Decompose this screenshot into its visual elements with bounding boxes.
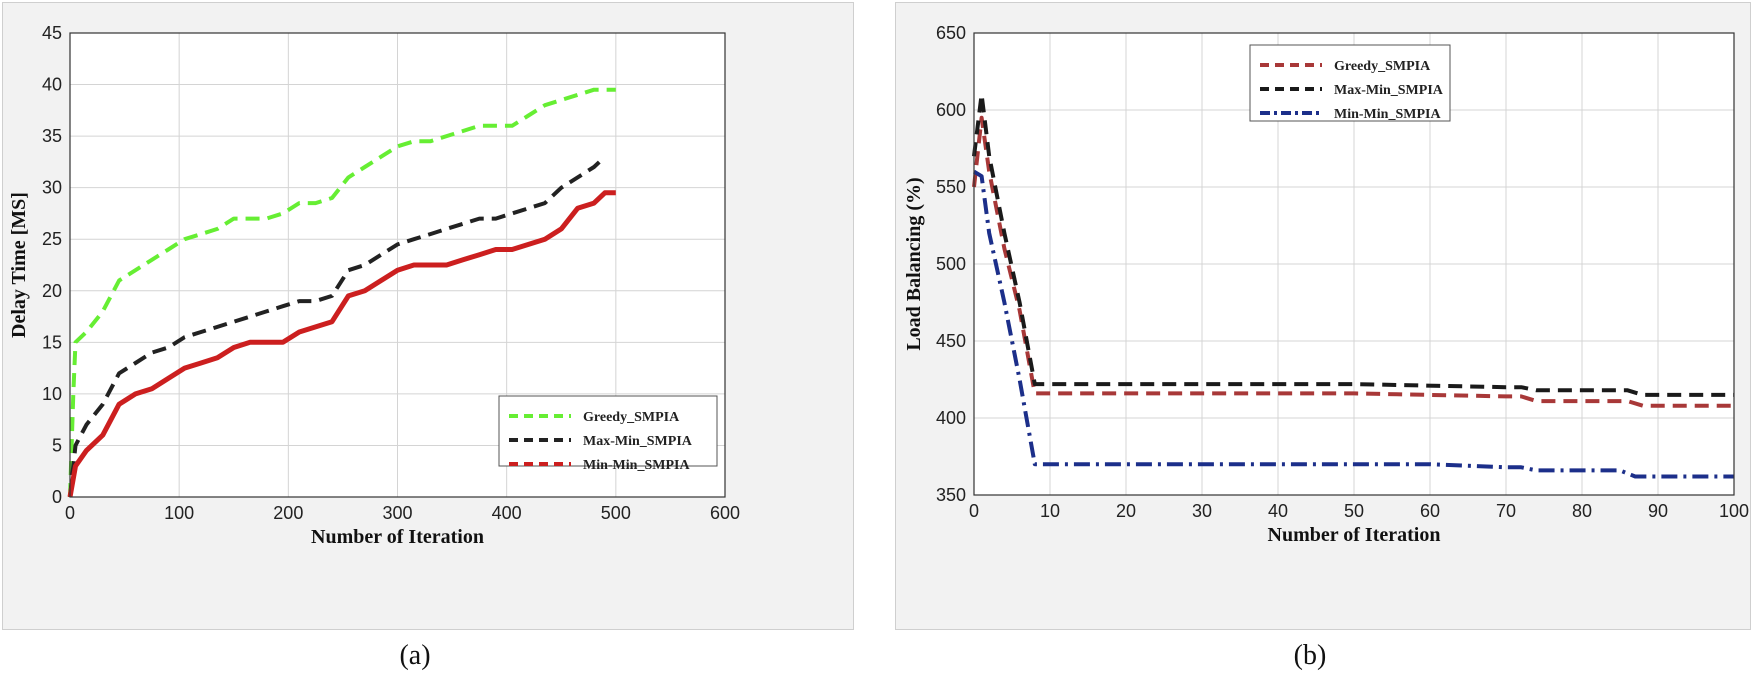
y-axis-label: Delay Time [MS] [8, 192, 30, 338]
chart-panel-b: 0 10 20 30 40 50 60 70 80 90 100 350 400 450 500 550 600… [895, 2, 1751, 630]
y-tick-label: 20 [42, 281, 62, 301]
y-tick-label: 30 [42, 178, 62, 198]
y-tick-label: 350 [936, 485, 966, 505]
series-line-greedy_smpia [68, 87, 616, 498]
y-axis-label: Load Balancing (%) [903, 177, 925, 350]
legend-label-min-min_smpia: Min-Min_SMPIA [583, 458, 690, 473]
legend-label-max-min_smpia: Max-Min_SMPIA [583, 434, 693, 449]
series-line-max-min_smpia [972, 92, 1734, 397]
x-tick-label: 70 [1496, 501, 1516, 521]
series-line-min-min_smpia [67, 190, 616, 498]
x-tick-label: 0 [969, 501, 979, 521]
y-tick-label: 15 [42, 332, 62, 352]
x-tick-label: 100 [1719, 501, 1749, 521]
series-line-min-min_smpia [972, 169, 1734, 479]
x-axis-label: Number of Iteration [311, 526, 484, 548]
x-tick-label: 300 [382, 503, 412, 523]
y-tick-label: 10 [42, 384, 62, 404]
caption-a: (a) [399, 640, 431, 671]
x-tick-label: 100 [164, 503, 194, 523]
y-tick-label: 600 [936, 100, 966, 120]
x-tick-label: 50 [1344, 501, 1364, 521]
axes-frame [973, 32, 1735, 496]
x-tick-label: 20 [1116, 501, 1136, 521]
x-tick-label: 600 [710, 503, 740, 523]
y-tick-label: 25 [42, 229, 62, 249]
legend-box [1249, 44, 1451, 122]
legend-label-greedy_smpia: Greedy_SMPIA [1334, 59, 1431, 74]
x-tick-label: 40 [1268, 501, 1288, 521]
x-tick-label: 90 [1648, 501, 1668, 521]
x-tick-label: 30 [1192, 501, 1212, 521]
legend-label-max-min_smpia: Max-Min_SMPIA [1334, 83, 1444, 98]
y-tick-label: 40 [42, 75, 62, 95]
legend-label-greedy_smpia: Greedy_SMPIA [583, 410, 680, 425]
chart-b: 0 10 20 30 40 50 60 70 80 90 100 350 400 450 500 550 600… [903, 23, 1749, 546]
x-tick-label: 500 [601, 503, 631, 523]
y-tick-label: 5 [52, 435, 62, 455]
x-axis-label: Number of Iteration [1268, 524, 1441, 546]
x-tick-label: 400 [492, 503, 522, 523]
legend-box [498, 395, 718, 467]
x-tick-label: 200 [273, 503, 303, 523]
caption-b: (b) [1293, 640, 1327, 671]
x-tick-label: 0 [65, 503, 75, 523]
series-line-greedy_smpia [972, 115, 1734, 408]
y-tick-label: 650 [936, 23, 966, 43]
y-tick-label: 35 [42, 126, 62, 146]
x-tick-label: 80 [1572, 501, 1592, 521]
y-tick-label: 400 [936, 408, 966, 428]
x-tick-label: 10 [1040, 501, 1060, 521]
y-tick-label: 45 [42, 23, 62, 43]
series-line-max-min_smpia [68, 155, 607, 498]
y-tick-label: 500 [936, 254, 966, 274]
y-tick-label: 450 [936, 331, 966, 351]
axes-frame [69, 32, 726, 498]
chart-panel-a: 0 100 200 300 400 500 600 0 5 10 15 20 25 30 35 40 45 Num… [2, 2, 854, 630]
x-tick-label: 60 [1420, 501, 1440, 521]
chart-a: 0 100 200 300 400 500 600 0 5 10 15 20 25 30 35 40 45 Num… [8, 23, 740, 548]
y-tick-label: 550 [936, 177, 966, 197]
legend-label-min-min_smpia: Min-Min_SMPIA [1334, 107, 1441, 122]
y-tick-label: 0 [52, 487, 62, 507]
